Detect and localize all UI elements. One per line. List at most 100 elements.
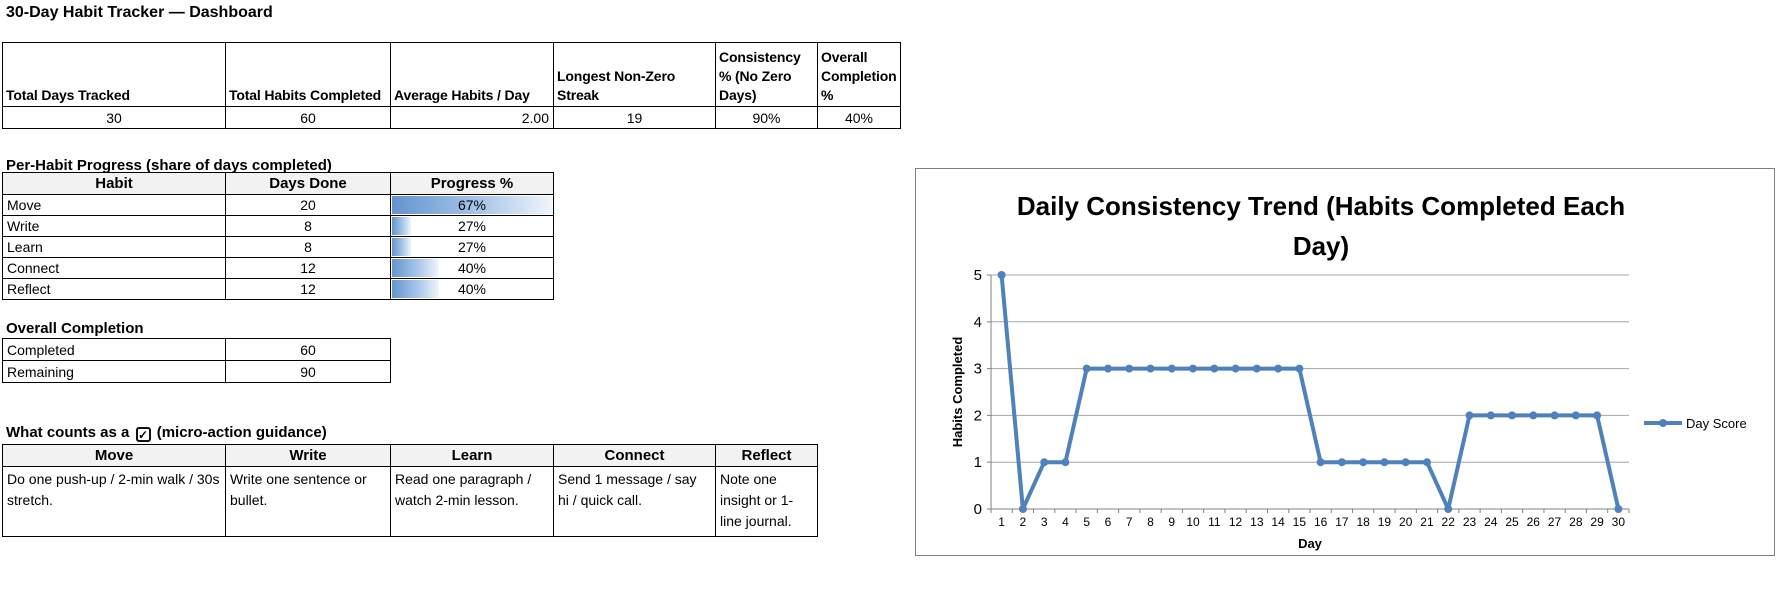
data-point <box>1018 505 1027 513</box>
habit-header-progress[interactable]: Progress % <box>390 172 554 195</box>
summary-table: Total Days Tracked Total Habits Complete… <box>2 42 901 129</box>
data-point <box>1189 364 1197 373</box>
data-point <box>1316 458 1325 467</box>
data-point <box>1508 411 1516 420</box>
svg-text:15: 15 <box>1293 515 1307 529</box>
summary-header-overall[interactable]: Overall Completion % <box>817 42 901 107</box>
habit-name-cell[interactable]: Write <box>2 215 226 237</box>
svg-text:2: 2 <box>1020 515 1027 529</box>
micro-header-write[interactable]: Write <box>225 444 391 467</box>
micro-header-learn[interactable]: Learn <box>390 444 554 467</box>
progress-cell[interactable]: 67% <box>390 194 554 216</box>
data-point <box>1082 364 1091 373</box>
days-done-cell[interactable]: 8 <box>225 236 391 258</box>
micro-desc-move[interactable]: Do one push-up / 2-min walk / 30s stretc… <box>2 466 226 537</box>
svg-text:3: 3 <box>974 361 982 378</box>
summary-value-total-habits[interactable]: 60 <box>225 106 391 129</box>
progress-value: 27% <box>457 239 487 255</box>
svg-text:12: 12 <box>1229 515 1243 529</box>
days-done-cell[interactable]: 12 <box>225 278 391 300</box>
data-point <box>1423 458 1431 467</box>
habit-name-cell[interactable]: Learn <box>2 236 226 258</box>
data-point <box>1040 458 1049 467</box>
data-point <box>1465 411 1474 420</box>
summary-header-consistency[interactable]: Consistency % (No Zero Days) <box>715 42 818 107</box>
habit-header-habit[interactable]: Habit <box>2 172 226 195</box>
completed-label[interactable]: Completed <box>2 338 226 361</box>
data-point <box>1337 458 1346 467</box>
habit-name-cell[interactable]: Reflect <box>2 278 226 300</box>
habit-progress-table: Habit Days Done Progress % Move 20 67% W… <box>2 172 554 300</box>
summary-value-overall[interactable]: 40% <box>817 106 901 129</box>
micro-desc-write[interactable]: Write one sentence or bullet. <box>225 466 391 537</box>
x-axis-title: Day <box>1298 536 1323 551</box>
table-row: Move 20 67% <box>2 194 554 216</box>
progress-cell[interactable]: 40% <box>390 257 554 279</box>
summary-header-total-days[interactable]: Total Days Tracked <box>2 42 226 107</box>
svg-text:18: 18 <box>1356 515 1370 529</box>
svg-text:6: 6 <box>1105 515 1112 529</box>
svg-text:5: 5 <box>974 267 982 284</box>
progress-cell[interactable]: 27% <box>390 215 554 237</box>
data-point <box>1252 364 1261 373</box>
svg-text:25: 25 <box>1505 515 1519 529</box>
habit-name-cell[interactable]: Move <box>2 194 226 216</box>
completed-value[interactable]: 60 <box>225 338 391 361</box>
svg-text:8: 8 <box>1147 515 1154 529</box>
micro-header-connect[interactable]: Connect <box>553 444 716 467</box>
summary-value-average[interactable]: 2.00 <box>390 106 554 129</box>
micro-header-reflect[interactable]: Reflect <box>715 444 818 467</box>
overall-completion-table: Completed 60 Remaining 90 <box>2 338 391 383</box>
svg-text:27: 27 <box>1548 515 1562 529</box>
data-point <box>1167 364 1176 373</box>
days-done-cell[interactable]: 8 <box>225 215 391 237</box>
summary-value-row: 30 60 2.00 19 90% 40% <box>2 106 901 129</box>
remaining-value[interactable]: 90 <box>225 360 391 383</box>
legend[interactable]: Day Score <box>1644 416 1747 431</box>
svg-text:11: 11 <box>1208 515 1221 529</box>
habit-header-days-done[interactable]: Days Done <box>225 172 391 195</box>
summary-header-row: Total Days Tracked Total Habits Complete… <box>2 42 901 107</box>
data-point <box>1125 364 1134 373</box>
progress-cell[interactable]: 40% <box>390 278 554 300</box>
data-bar <box>392 196 552 214</box>
progress-cell[interactable]: 27% <box>390 236 554 258</box>
svg-text:16: 16 <box>1314 515 1328 529</box>
days-done-cell[interactable]: 12 <box>225 257 391 279</box>
svg-text:13: 13 <box>1250 515 1264 529</box>
remaining-label[interactable]: Remaining <box>2 360 226 383</box>
data-bar <box>392 238 412 256</box>
micro-header-row: Move Write Learn Connect Reflect <box>2 444 818 467</box>
data-bar <box>392 217 412 235</box>
svg-text:19: 19 <box>1378 515 1392 529</box>
summary-value-consistency[interactable]: 90% <box>715 106 818 129</box>
data-point <box>1444 505 1453 513</box>
habit-trend-chart[interactable]: 0 1 2 3 4 5 1 2 3 4 5 6 7 8 9 10 11 12 13 14 15 16 17 18 19 20 21 2… <box>915 168 1775 556</box>
svg-text:24: 24 <box>1484 515 1498 529</box>
micro-header-move[interactable]: Move <box>2 444 226 467</box>
data-point <box>1614 505 1623 513</box>
summary-header-total-habits[interactable]: Total Habits Completed <box>225 42 391 107</box>
habit-name-cell[interactable]: Connect <box>2 257 226 279</box>
micro-desc-connect[interactable]: Send 1 message / say hi / quick call. <box>553 466 716 537</box>
summary-value-streak[interactable]: 19 <box>553 106 716 129</box>
svg-text:30: 30 <box>1612 515 1626 529</box>
svg-text:22: 22 <box>1442 515 1456 529</box>
data-point <box>1146 364 1155 373</box>
micro-desc-learn[interactable]: Read one paragraph / watch 2-min lesson. <box>390 466 554 537</box>
summary-header-average[interactable]: Average Habits / Day <box>390 42 554 107</box>
days-done-cell[interactable]: 20 <box>225 194 391 216</box>
data-point <box>1486 411 1495 420</box>
summary-value-total-days[interactable]: 30 <box>2 106 226 129</box>
svg-text:10: 10 <box>1186 515 1200 529</box>
data-point <box>1231 364 1240 373</box>
micro-actions-table: Move Write Learn Connect Reflect Do one … <box>2 444 818 537</box>
micro-title-suffix: (micro-action guidance) <box>156 424 327 441</box>
svg-text:2: 2 <box>974 407 982 424</box>
summary-header-streak[interactable]: Longest Non-Zero Streak <box>553 42 716 107</box>
micro-desc-reflect[interactable]: Note one insight or 1-line journal. <box>715 466 818 537</box>
micro-description-row: Do one push-up / 2-min walk / 30s stretc… <box>2 466 818 537</box>
data-point <box>1295 364 1304 373</box>
data-point <box>1593 411 1602 420</box>
